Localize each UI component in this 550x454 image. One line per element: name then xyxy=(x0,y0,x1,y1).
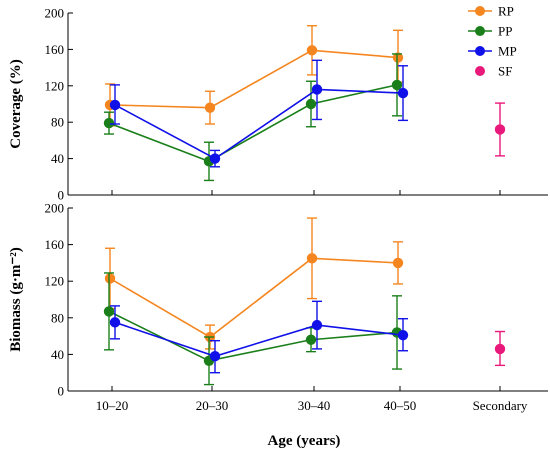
series-line-coverage-mp xyxy=(114,88,404,160)
data-point-biomass-mp-2 xyxy=(311,319,323,331)
data-point-biomass-pp-2 xyxy=(305,334,317,345)
legend-item-mp: MP xyxy=(468,44,517,59)
y-tick-label-biomass-200: 200 xyxy=(45,201,65,216)
series-coverage-mp xyxy=(109,59,409,168)
series-line-biomass-mp xyxy=(114,321,404,358)
data-point-coverage-sf-4 xyxy=(494,124,506,135)
y-tick-label-coverage-40: 40 xyxy=(51,151,64,166)
series-biomass-rp xyxy=(104,217,404,350)
legend-item-sf: SF xyxy=(475,64,512,79)
panel-coverage: Coverage (%) 0 40 80 120 160 200 xyxy=(8,6,548,203)
data-point-coverage-rp-1 xyxy=(204,102,216,113)
series-line-coverage-rp xyxy=(109,49,399,109)
data-point-coverage-pp-0 xyxy=(103,117,115,129)
y-tick-label-coverage-0: 0 xyxy=(58,188,65,203)
data-point-coverage-mp-0 xyxy=(109,99,121,111)
y-tick-label-biomass-120: 120 xyxy=(45,274,65,289)
x-tick-label-secondary: Secondary xyxy=(473,398,528,413)
legend-label-sf: SF xyxy=(498,64,512,79)
data-point-biomass-rp-0 xyxy=(104,273,116,284)
legend-label-mp: MP xyxy=(498,44,517,59)
x-tick-label-10-20: 10–20 xyxy=(96,398,129,413)
data-point-biomass-rp-3 xyxy=(392,257,404,269)
x-tick-label-30-40: 30–40 xyxy=(298,398,331,413)
data-point-coverage-mp-3 xyxy=(397,87,409,99)
series-line-biomass-rp xyxy=(109,257,399,338)
legend-marker-sf xyxy=(475,66,485,76)
y-tick-label-biomass-0: 0 xyxy=(58,384,65,399)
data-point-coverage-pp-2 xyxy=(305,98,317,110)
legend-marker-rp xyxy=(475,6,485,16)
x-tick-label-20-30: 20–30 xyxy=(196,398,229,413)
y-tick-label-coverage-120: 120 xyxy=(45,78,65,93)
series-biomass-pp xyxy=(103,272,403,386)
data-point-biomass-sf-4 xyxy=(494,343,506,355)
panel-biomass: Biomass (g·m⁻²) 0 40 80 120 160 200 10–20 20–30… xyxy=(8,201,548,413)
y-tick-label-biomass-160: 160 xyxy=(45,237,65,252)
legend-label-pp: PP xyxy=(498,24,512,39)
x-tick-label-40-50: 40–50 xyxy=(384,398,417,413)
y-tick-label-coverage-160: 160 xyxy=(45,42,65,57)
legend-label-rp: RP xyxy=(498,4,514,19)
legend-marker-pp xyxy=(475,26,485,36)
legend-item-rp: RP xyxy=(468,4,514,19)
y-axis-title-biomass: Biomass (g·m⁻²) xyxy=(8,247,24,352)
data-point-biomass-pp-0 xyxy=(103,306,115,317)
data-point-biomass-mp-1 xyxy=(209,351,221,362)
legend-item-pp: PP xyxy=(468,24,512,39)
series-coverage-sf xyxy=(494,102,506,157)
data-point-coverage-mp-2 xyxy=(311,84,323,95)
data-point-biomass-mp-0 xyxy=(109,317,121,328)
data-point-biomass-rp-2 xyxy=(306,253,318,264)
series-coverage-pp xyxy=(103,53,403,182)
series-line-biomass-pp xyxy=(108,310,398,362)
series-biomass-sf xyxy=(494,330,506,367)
y-tick-label-coverage-200: 200 xyxy=(45,6,65,21)
y-axis-title-coverage: Coverage (%) xyxy=(8,59,24,149)
legend: RP PP MP SF xyxy=(468,4,517,79)
y-tick-label-biomass-80: 80 xyxy=(51,310,64,325)
legend-marker-mp xyxy=(475,46,485,56)
data-point-biomass-mp-3 xyxy=(397,329,409,341)
series-line-coverage-pp xyxy=(108,84,398,163)
data-point-coverage-pp-3 xyxy=(391,79,403,91)
x-axis-title: Age (years) xyxy=(268,433,341,449)
y-tick-label-biomass-40: 40 xyxy=(51,347,64,362)
data-point-coverage-rp-3 xyxy=(392,52,404,63)
data-point-coverage-rp-2 xyxy=(306,45,318,56)
series-coverage-rp xyxy=(104,25,404,127)
data-point-coverage-mp-1 xyxy=(209,153,221,164)
y-tick-label-coverage-80: 80 xyxy=(51,115,64,130)
series-biomass-mp xyxy=(109,300,409,374)
